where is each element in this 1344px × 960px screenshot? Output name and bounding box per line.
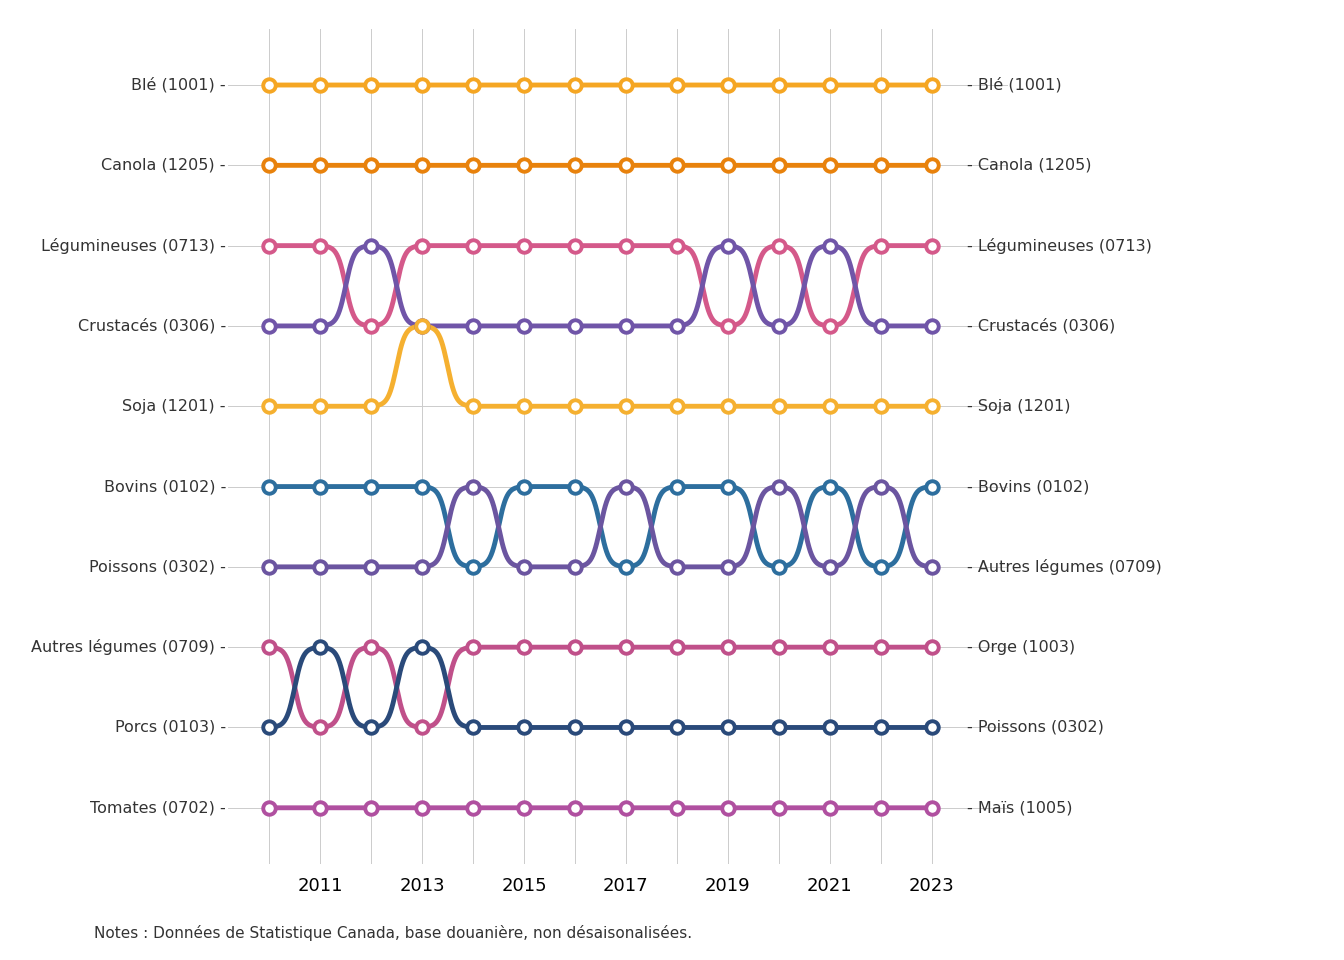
Text: - Autres légumes (0709): - Autres légumes (0709) xyxy=(968,559,1163,575)
Text: Bovins (0102) -: Bovins (0102) - xyxy=(103,479,226,494)
Text: Autres légumes (0709) -: Autres légumes (0709) - xyxy=(31,639,226,655)
Text: Blé (1001) -: Blé (1001) - xyxy=(132,77,226,93)
Text: - Légumineuses (0713): - Légumineuses (0713) xyxy=(968,238,1152,253)
Text: Porcs (0103) -: Porcs (0103) - xyxy=(114,720,226,735)
Text: Canola (1205) -: Canola (1205) - xyxy=(101,157,226,173)
Text: Crustacés (0306) -: Crustacés (0306) - xyxy=(78,318,226,334)
Text: Notes : Données de Statistique Canada, base douanière, non désaisonalisées.: Notes : Données de Statistique Canada, b… xyxy=(94,924,692,941)
Text: - Canola (1205): - Canola (1205) xyxy=(968,157,1091,173)
Text: Tomates (0702) -: Tomates (0702) - xyxy=(90,801,226,815)
Text: - Bovins (0102): - Bovins (0102) xyxy=(968,479,1090,494)
Text: Poissons (0302) -: Poissons (0302) - xyxy=(89,560,226,574)
Text: Soja (1201) -: Soja (1201) - xyxy=(122,398,226,414)
Text: - Soja (1201): - Soja (1201) xyxy=(968,398,1071,414)
Text: Légumineuses (0713) -: Légumineuses (0713) - xyxy=(42,238,226,253)
Text: - Blé (1001): - Blé (1001) xyxy=(968,77,1062,93)
Text: - Crustacés (0306): - Crustacés (0306) xyxy=(968,318,1116,334)
Text: - Maïs (1005): - Maïs (1005) xyxy=(968,801,1073,815)
Text: - Poissons (0302): - Poissons (0302) xyxy=(968,720,1105,735)
Text: - Orge (1003): - Orge (1003) xyxy=(968,639,1075,655)
